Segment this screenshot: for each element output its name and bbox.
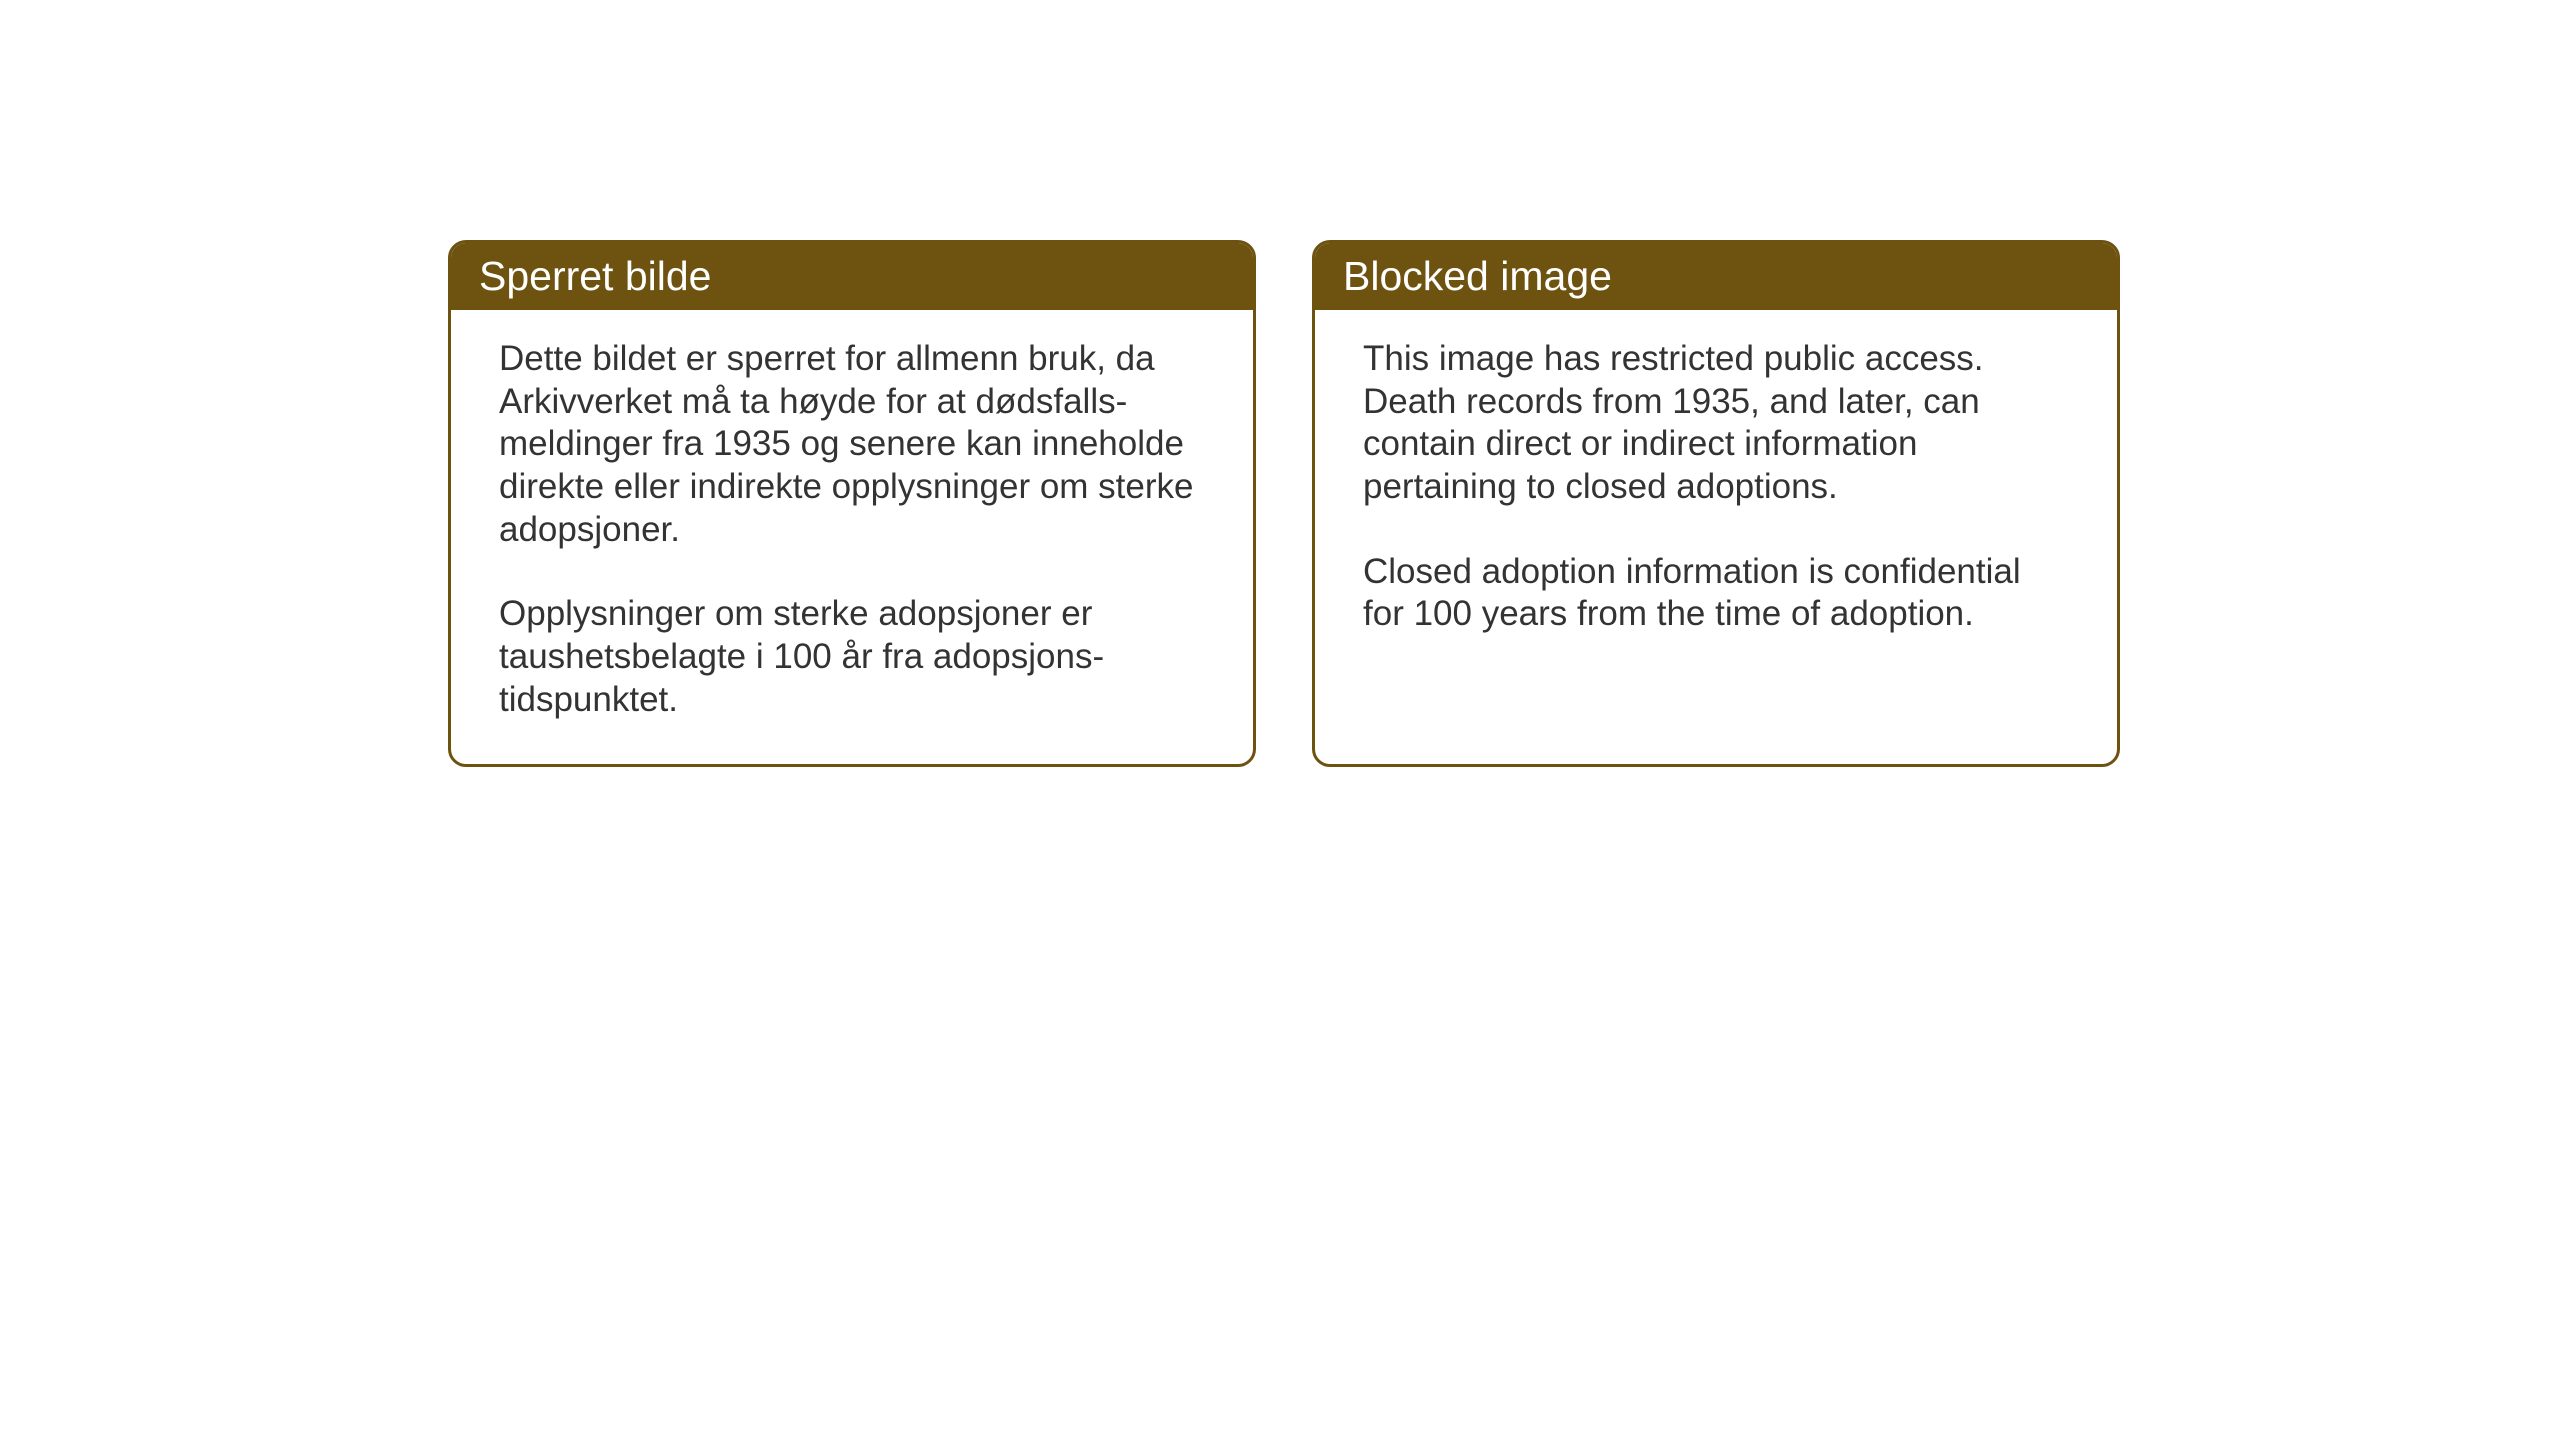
english-paragraph-1: This image has restricted public access.… bbox=[1363, 338, 2069, 509]
norwegian-paragraph-1: Dette bildet er sperret for allmenn bruk… bbox=[499, 338, 1205, 551]
norwegian-card-title: Sperret bilde bbox=[479, 253, 711, 299]
english-card-body: This image has restricted public access.… bbox=[1315, 310, 2117, 678]
norwegian-paragraph-2: Opplysninger om sterke adopsjoner er tau… bbox=[499, 593, 1205, 721]
english-card-title: Blocked image bbox=[1343, 253, 1612, 299]
norwegian-card: Sperret bilde Dette bildet er sperret fo… bbox=[448, 240, 1256, 767]
english-paragraph-2: Closed adoption information is confident… bbox=[1363, 551, 2069, 636]
english-card: Blocked image This image has restricted … bbox=[1312, 240, 2120, 767]
norwegian-card-header: Sperret bilde bbox=[451, 243, 1253, 310]
norwegian-card-body: Dette bildet er sperret for allmenn bruk… bbox=[451, 310, 1253, 764]
cards-container: Sperret bilde Dette bildet er sperret fo… bbox=[448, 240, 2120, 767]
english-card-header: Blocked image bbox=[1315, 243, 2117, 310]
